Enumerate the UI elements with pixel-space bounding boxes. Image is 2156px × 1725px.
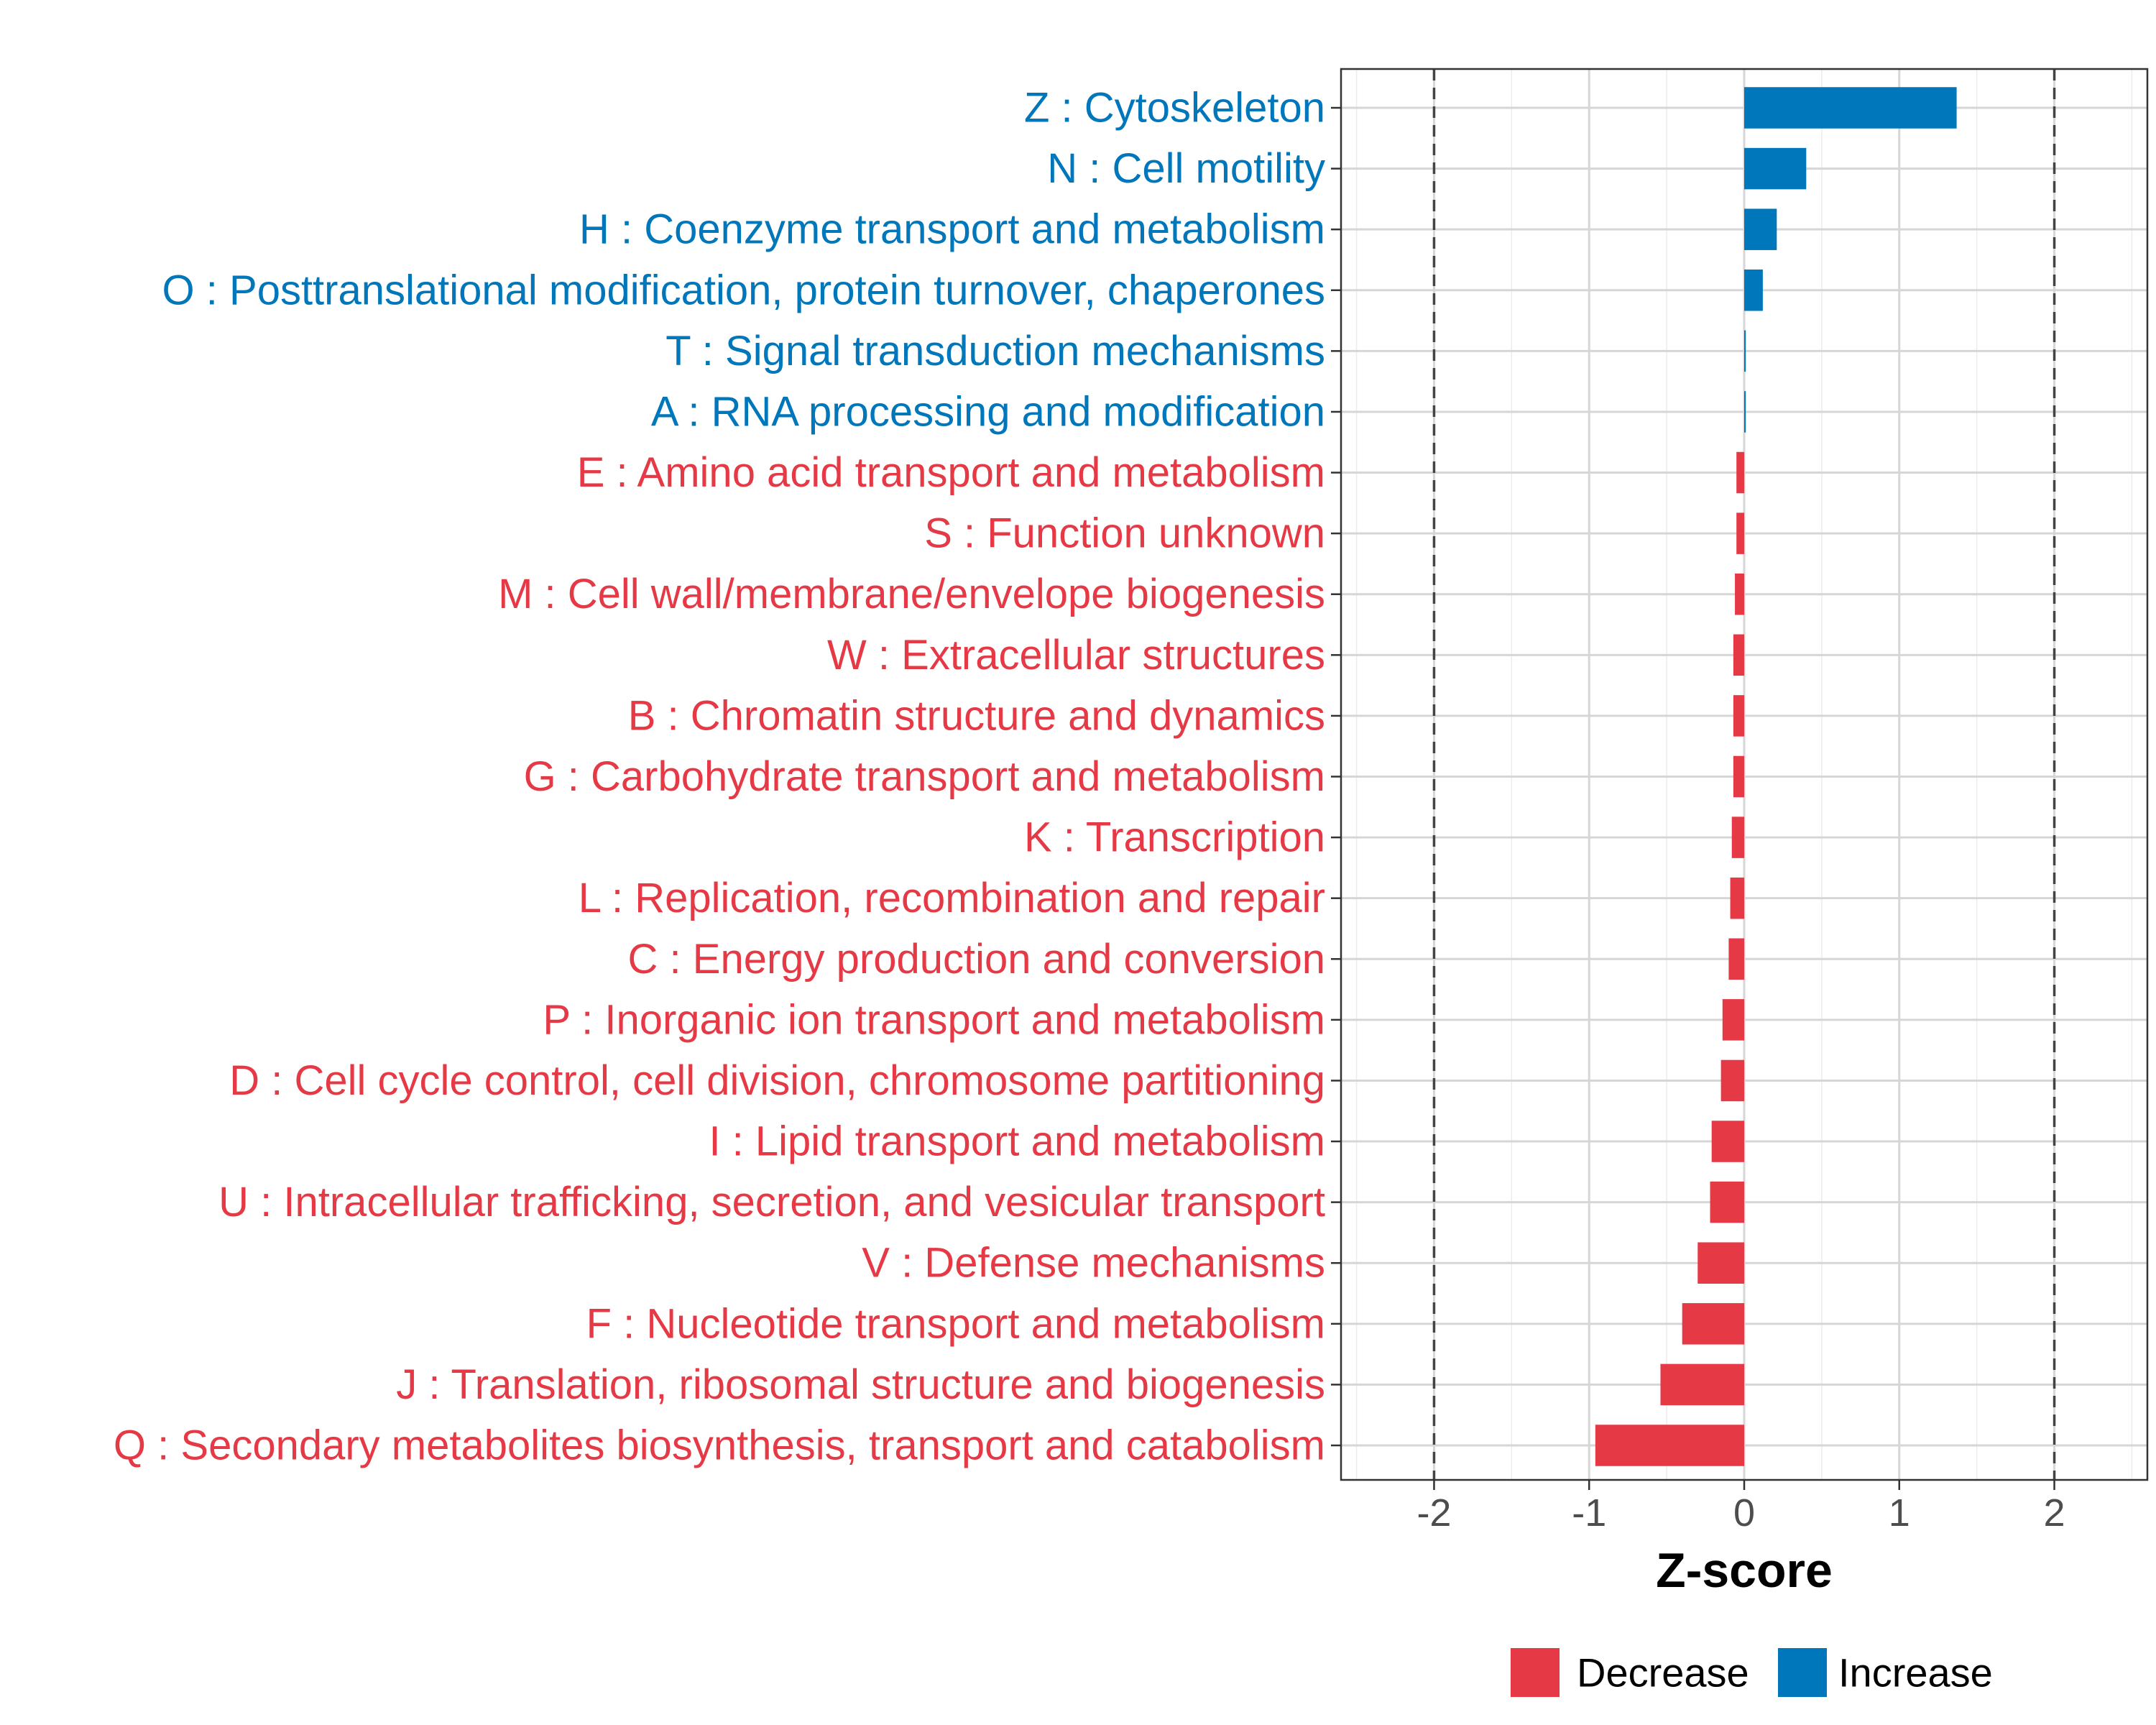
category-label: C : Energy production and conversion [628, 936, 1325, 983]
category-label: O : Posttranslational modification, prot… [162, 267, 1325, 313]
x-axis-title: Z-score [1656, 1543, 1833, 1598]
category-label: P : Inorganic ion transport and metaboli… [543, 996, 1325, 1043]
x-tick-label: 2 [2044, 1491, 2065, 1535]
x-tick-label: -2 [1416, 1491, 1451, 1535]
bar [1744, 208, 1777, 250]
bar [1720, 1059, 1744, 1102]
legend-swatch-increase [1778, 1648, 1827, 1697]
bar [1660, 1363, 1744, 1406]
category-label: N : Cell motility [1047, 145, 1325, 192]
bar [1682, 1303, 1744, 1345]
category-label: T : Signal transduction mechanisms [665, 328, 1325, 374]
bar [1722, 999, 1744, 1041]
bar [1744, 87, 1957, 129]
category-label: I : Lipid transport and metabolism [709, 1118, 1325, 1165]
x-tick-label: 0 [1733, 1491, 1755, 1535]
category-label: E : Amino acid transport and metabolism [577, 449, 1325, 496]
category-label: M : Cell wall/membrane/envelope biogenes… [498, 571, 1325, 617]
bar [1733, 695, 1744, 737]
category-label: Z : Cytoskeleton [1024, 85, 1325, 132]
x-tick-label: -1 [1572, 1491, 1606, 1535]
bar [1744, 270, 1763, 311]
category-label: H : Coenzyme transport and metabolism [579, 206, 1325, 253]
category-label: B : Chromatin structure and dynamics [628, 692, 1325, 739]
category-label: V : Defense mechanisms [862, 1240, 1325, 1287]
bar [1744, 391, 1746, 433]
category-label: W : Extracellular structures [827, 632, 1325, 678]
category-label: G : Carbohydrate transport and metabolis… [524, 753, 1325, 800]
category-label: Q : Secondary metabolites biosynthesis, … [114, 1422, 1325, 1469]
bar [1733, 634, 1744, 676]
bar [1736, 451, 1744, 494]
x-axis: -2 -1 0 1 2 [1416, 1480, 2065, 1535]
bar [1744, 147, 1807, 190]
bar [1736, 512, 1744, 554]
reference-lines [1432, 69, 2056, 1480]
bars [1595, 87, 1957, 1466]
bar [1744, 330, 1746, 372]
category-label: U : Intracellular trafficking, secretion… [218, 1179, 1325, 1225]
category-label: F : Nucleotide transport and metabolism [586, 1300, 1325, 1347]
category-label: L : Replication, recombination and repai… [579, 875, 1325, 921]
bar [1730, 877, 1744, 919]
bar [1711, 1121, 1744, 1162]
category-label: S : Function unknown [924, 510, 1325, 557]
bar [1733, 755, 1744, 798]
category-label: A : RNA processing and modification [651, 388, 1325, 435]
legend-label-decrease: Decrease [1577, 1650, 1749, 1696]
legend: Decrease Increase [1511, 1648, 1993, 1697]
bar [1731, 816, 1744, 858]
legend-label-increase: Increase [1838, 1650, 1993, 1696]
bar [1710, 1181, 1744, 1223]
bar [1595, 1425, 1744, 1466]
category-axis: Z : Cytoskeleton N : Cell motility H : Coe… [114, 85, 1341, 1469]
category-label: K : Transcription [1024, 814, 1325, 861]
x-tick-label: 1 [1889, 1491, 1910, 1535]
bar [1697, 1242, 1744, 1284]
legend-swatch-decrease [1511, 1648, 1560, 1697]
bar [1728, 938, 1744, 980]
category-label: D : Cell cycle control, cell division, c… [229, 1057, 1325, 1104]
category-label: J : Translation, ribosomal structure and… [396, 1361, 1325, 1408]
bar [1735, 573, 1744, 615]
